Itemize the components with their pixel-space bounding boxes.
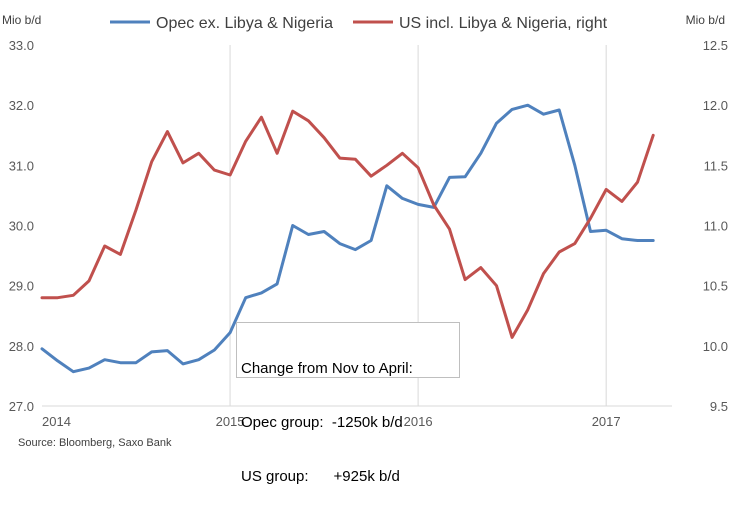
left-tick-label: 28.0 bbox=[9, 339, 34, 354]
series-layer bbox=[40, 103, 655, 374]
left-tick-label: 31.0 bbox=[9, 158, 34, 173]
left-tick-label: 29.0 bbox=[9, 279, 34, 294]
right-tick-label: 9.5 bbox=[710, 399, 728, 414]
series-line-us bbox=[40, 109, 655, 339]
left-axis-tick-labels: 27.0 28.0 29.0 30.0 31.0 32.0 33.0 bbox=[9, 38, 34, 414]
chart-stage: 27.0 28.0 29.0 30.0 31.0 32.0 33.0 9.5 10.0 10.5… bbox=[2, 13, 728, 485]
left-tick-label: 27.0 bbox=[9, 399, 34, 414]
legend-label-opec: Opec ex. Libya & Nigeria bbox=[156, 15, 333, 32]
left-tick-label: 30.0 bbox=[9, 219, 34, 234]
right-tick-label: 11.5 bbox=[704, 158, 728, 173]
right-tick-label: 10.5 bbox=[703, 279, 728, 294]
annotation-line-3: US group: +925k b/d bbox=[241, 468, 400, 485]
x-tick-label: 2017 bbox=[592, 414, 621, 429]
source-note: Source: Bloomberg, Saxo Bank bbox=[18, 437, 172, 449]
annotation-box: Change from Nov to April: Opec group: -1… bbox=[236, 322, 460, 485]
annotation-line-1: Change from Nov to April: bbox=[241, 360, 413, 377]
legend: Opec ex. Libya & Nigeria US incl. Libya … bbox=[110, 15, 608, 32]
annotation-line-2: Opec group: -1250k b/d bbox=[241, 414, 403, 431]
left-tick-label: 33.0 bbox=[9, 38, 34, 53]
right-axis-unit: Mio b/d bbox=[686, 13, 725, 27]
x-axis-tick-labels: 2014 2015 2016 2017 bbox=[42, 414, 621, 429]
x-tick-label: 2016 bbox=[404, 414, 433, 429]
left-tick-label: 32.0 bbox=[9, 98, 34, 113]
x-tick-label: 2014 bbox=[42, 414, 71, 429]
left-axis-unit: Mio b/d bbox=[2, 13, 41, 27]
right-tick-label: 11.0 bbox=[704, 219, 728, 234]
right-axis-tick-labels: 9.5 10.0 10.5 11.0 11.5 12.0 12.5 bbox=[703, 38, 728, 414]
right-tick-label: 12.0 bbox=[703, 98, 728, 113]
right-tick-label: 10.0 bbox=[703, 339, 728, 354]
right-tick-label: 12.5 bbox=[703, 38, 728, 53]
series-line-opec bbox=[40, 103, 655, 374]
legend-label-us: US incl. Libya & Nigeria, right bbox=[399, 15, 608, 32]
x-tick-label: 2015 bbox=[216, 414, 245, 429]
